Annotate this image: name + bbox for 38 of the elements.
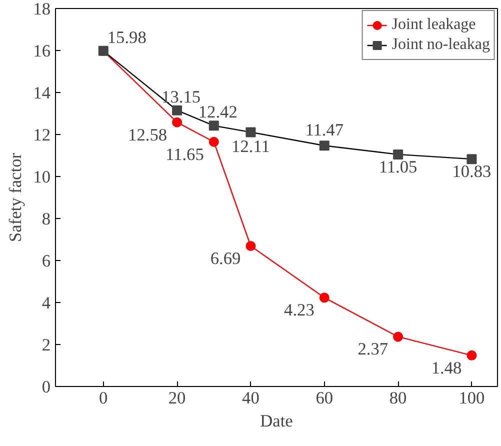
y-tick-label: 4 bbox=[42, 294, 51, 312]
x-axis-title: Date bbox=[260, 412, 294, 430]
y-tick-label: 2 bbox=[42, 336, 51, 354]
point bbox=[208, 136, 219, 147]
data-label: 11.47 bbox=[305, 120, 344, 140]
data-label: 2.37 bbox=[358, 340, 388, 359]
data-label: 11.65 bbox=[166, 144, 204, 164]
data-label: 15.98 bbox=[107, 28, 146, 47]
x-tick-label: 0 bbox=[99, 388, 108, 408]
data-label: 4.23 bbox=[284, 300, 314, 320]
data-label: 12.11 bbox=[232, 137, 270, 156]
point bbox=[172, 117, 182, 128]
data-label: 6.69 bbox=[210, 249, 241, 268]
data-label: 10.83 bbox=[452, 162, 492, 182]
point bbox=[246, 241, 256, 251]
point bbox=[393, 332, 404, 342]
legend-label: Joint no-leakag bbox=[392, 36, 490, 54]
point bbox=[319, 292, 330, 303]
y-tick-label: 8 bbox=[42, 210, 51, 228]
y-tick-label: 12 bbox=[33, 126, 50, 144]
data-label: 12.42 bbox=[198, 102, 238, 122]
y-tick-label: 14 bbox=[33, 84, 51, 102]
legend-label: Joint leakage bbox=[392, 16, 476, 34]
x-tick-label: 20 bbox=[168, 388, 186, 408]
data-label: 1.48 bbox=[431, 358, 462, 378]
point bbox=[466, 350, 477, 360]
x-tick-label: 60 bbox=[316, 388, 334, 408]
data-label: 13.15 bbox=[162, 87, 201, 106]
x-tick-label: 100 bbox=[458, 388, 485, 408]
data-label: 12.58 bbox=[128, 125, 168, 144]
y-tick-label: 18 bbox=[33, 0, 50, 18]
y-tick-label: 6 bbox=[42, 252, 51, 270]
x-tick-label: 80 bbox=[389, 388, 407, 408]
y-axis-title: Safety factor bbox=[6, 152, 26, 242]
x-tick-label: 40 bbox=[242, 388, 260, 408]
data-label: 11.05 bbox=[378, 157, 418, 176]
y-tick-label: 10 bbox=[33, 168, 50, 186]
y-tick-label: 16 bbox=[33, 42, 51, 60]
